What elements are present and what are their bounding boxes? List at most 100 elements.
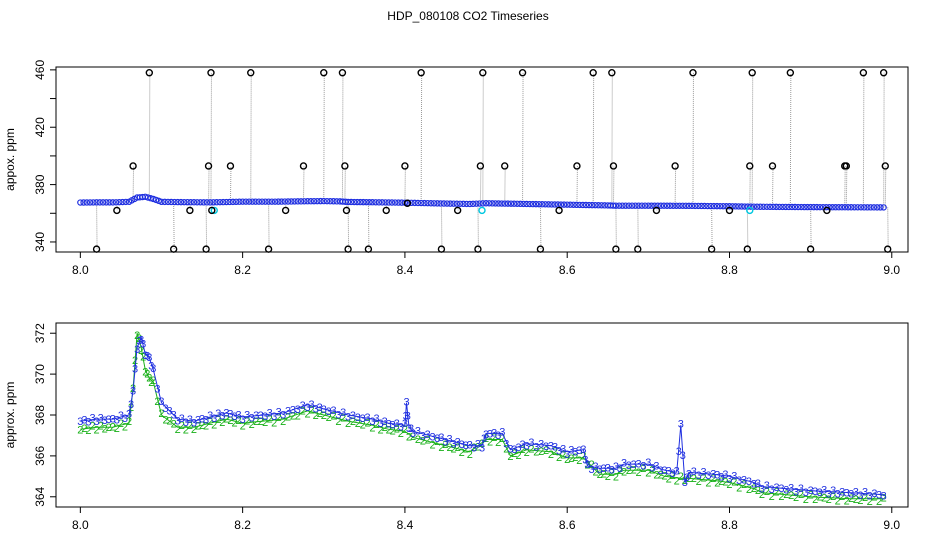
series-2-marker: 2 [696,476,702,488]
data-point [479,200,487,207]
data-point [206,199,214,206]
series-2-marker: 2 [179,420,185,432]
series-2-marker: 2 [605,471,611,483]
data-point [582,201,590,209]
series-2-marker: 2 [219,417,225,429]
series-3-marker: 3 [335,410,341,422]
series-2-marker: 2 [773,487,779,499]
data-point [880,204,887,211]
data-point [517,200,524,208]
series-2-marker: 2 [162,415,168,427]
data-point [301,198,308,205]
series-3-marker: 3 [405,410,411,422]
outlier-connector [302,165,305,202]
data-point [174,198,181,206]
outlier-point [169,245,178,253]
data-point [96,199,104,206]
data-point [539,201,546,208]
series-2-marker: 2 [528,443,534,455]
series-2-marker: 2 [144,369,150,381]
series-3-marker: 3 [126,408,132,420]
outlier-point [707,245,716,253]
series-2-marker: 2 [495,437,501,449]
series-3-marker: 3 [130,385,136,397]
data-point [203,199,211,206]
data-point [378,199,386,206]
outlier-point [437,245,446,253]
data-point [190,199,198,206]
data-point [489,200,496,207]
data-point [245,198,253,205]
data-point [588,201,596,209]
data-point [763,203,771,210]
series-3-marker: 3 [682,477,688,489]
data-point [673,202,680,209]
series-2-marker: 2 [862,492,868,504]
data-point [187,199,194,206]
data-point [360,198,367,206]
data-point [456,200,464,207]
series-3-marker: 3 [102,415,108,427]
outlier-point [202,245,210,253]
series-2-marker: 2 [236,415,242,427]
series-2-marker: 2 [442,439,448,451]
series-3-marker: 3 [798,483,804,495]
series-2-marker: 2 [191,424,197,436]
outlier-point [612,245,620,253]
series-2-marker: 2 [290,411,296,423]
data-point [557,201,565,208]
series-3-marker: 3 [848,488,854,500]
series-2-marker: 2 [657,469,663,481]
series-3-marker: 3 [355,412,361,424]
series-3-marker: 3 [803,487,809,499]
data-point [197,199,204,206]
data-point [698,202,705,210]
outlier-connector [810,207,812,250]
series-3-marker: 3 [118,410,124,422]
series-3-marker: 3 [146,352,152,364]
series-3-marker: 3 [576,445,582,457]
series-3-marker: 3 [862,487,868,499]
data-point [735,203,742,210]
panel-bottom: 8.0 8.2 8.4 8.6 8.8 9.0 364 366 368 370 372 approx.… [3,322,909,532]
outlier-point [479,69,487,77]
series-3-marker: 3 [244,410,250,422]
series-3-marker: 3 [657,465,663,477]
series-2-marker: 2 [420,436,426,448]
series-2-marker: 2 [666,474,672,486]
series-2-marker: 2 [769,491,775,503]
series-3-marker: 3 [674,465,680,477]
series-3-marker: 3 [106,414,112,426]
outlier-connector [482,72,484,204]
data-point [258,198,266,205]
series-3-marker: 3 [751,479,757,491]
data-point [116,198,123,206]
outlier-connector [323,72,325,202]
series-2-marker: 2 [195,421,201,433]
outlier-point [806,245,815,253]
data-point [870,204,878,211]
data-point [785,203,792,211]
series-2-marker: 2 [839,491,845,503]
series-2-marker: 2 [857,495,863,507]
data-point [804,203,811,211]
x-tick-label: 8.8 [721,263,738,277]
outlier-connector [611,72,613,206]
data-point [835,204,842,211]
plot-frame [55,66,909,253]
chart-title: HDP_080108 CO2 Timeseries [387,9,549,23]
data-point [466,200,474,208]
data-point [147,195,154,202]
series-3-marker: 3 [710,469,716,481]
outlier-connector [692,72,694,206]
series-2-marker: 2 [588,459,594,471]
data-point [408,199,415,207]
outlier-point [476,162,485,170]
series-3-marker: 3 [515,442,521,454]
data-point [297,198,305,205]
data-point [391,199,399,206]
series-2-marker: 2 [280,416,286,428]
series-2-marker: 2 [240,421,246,433]
data-point [161,198,168,206]
series-3-marker: 3 [793,486,799,498]
